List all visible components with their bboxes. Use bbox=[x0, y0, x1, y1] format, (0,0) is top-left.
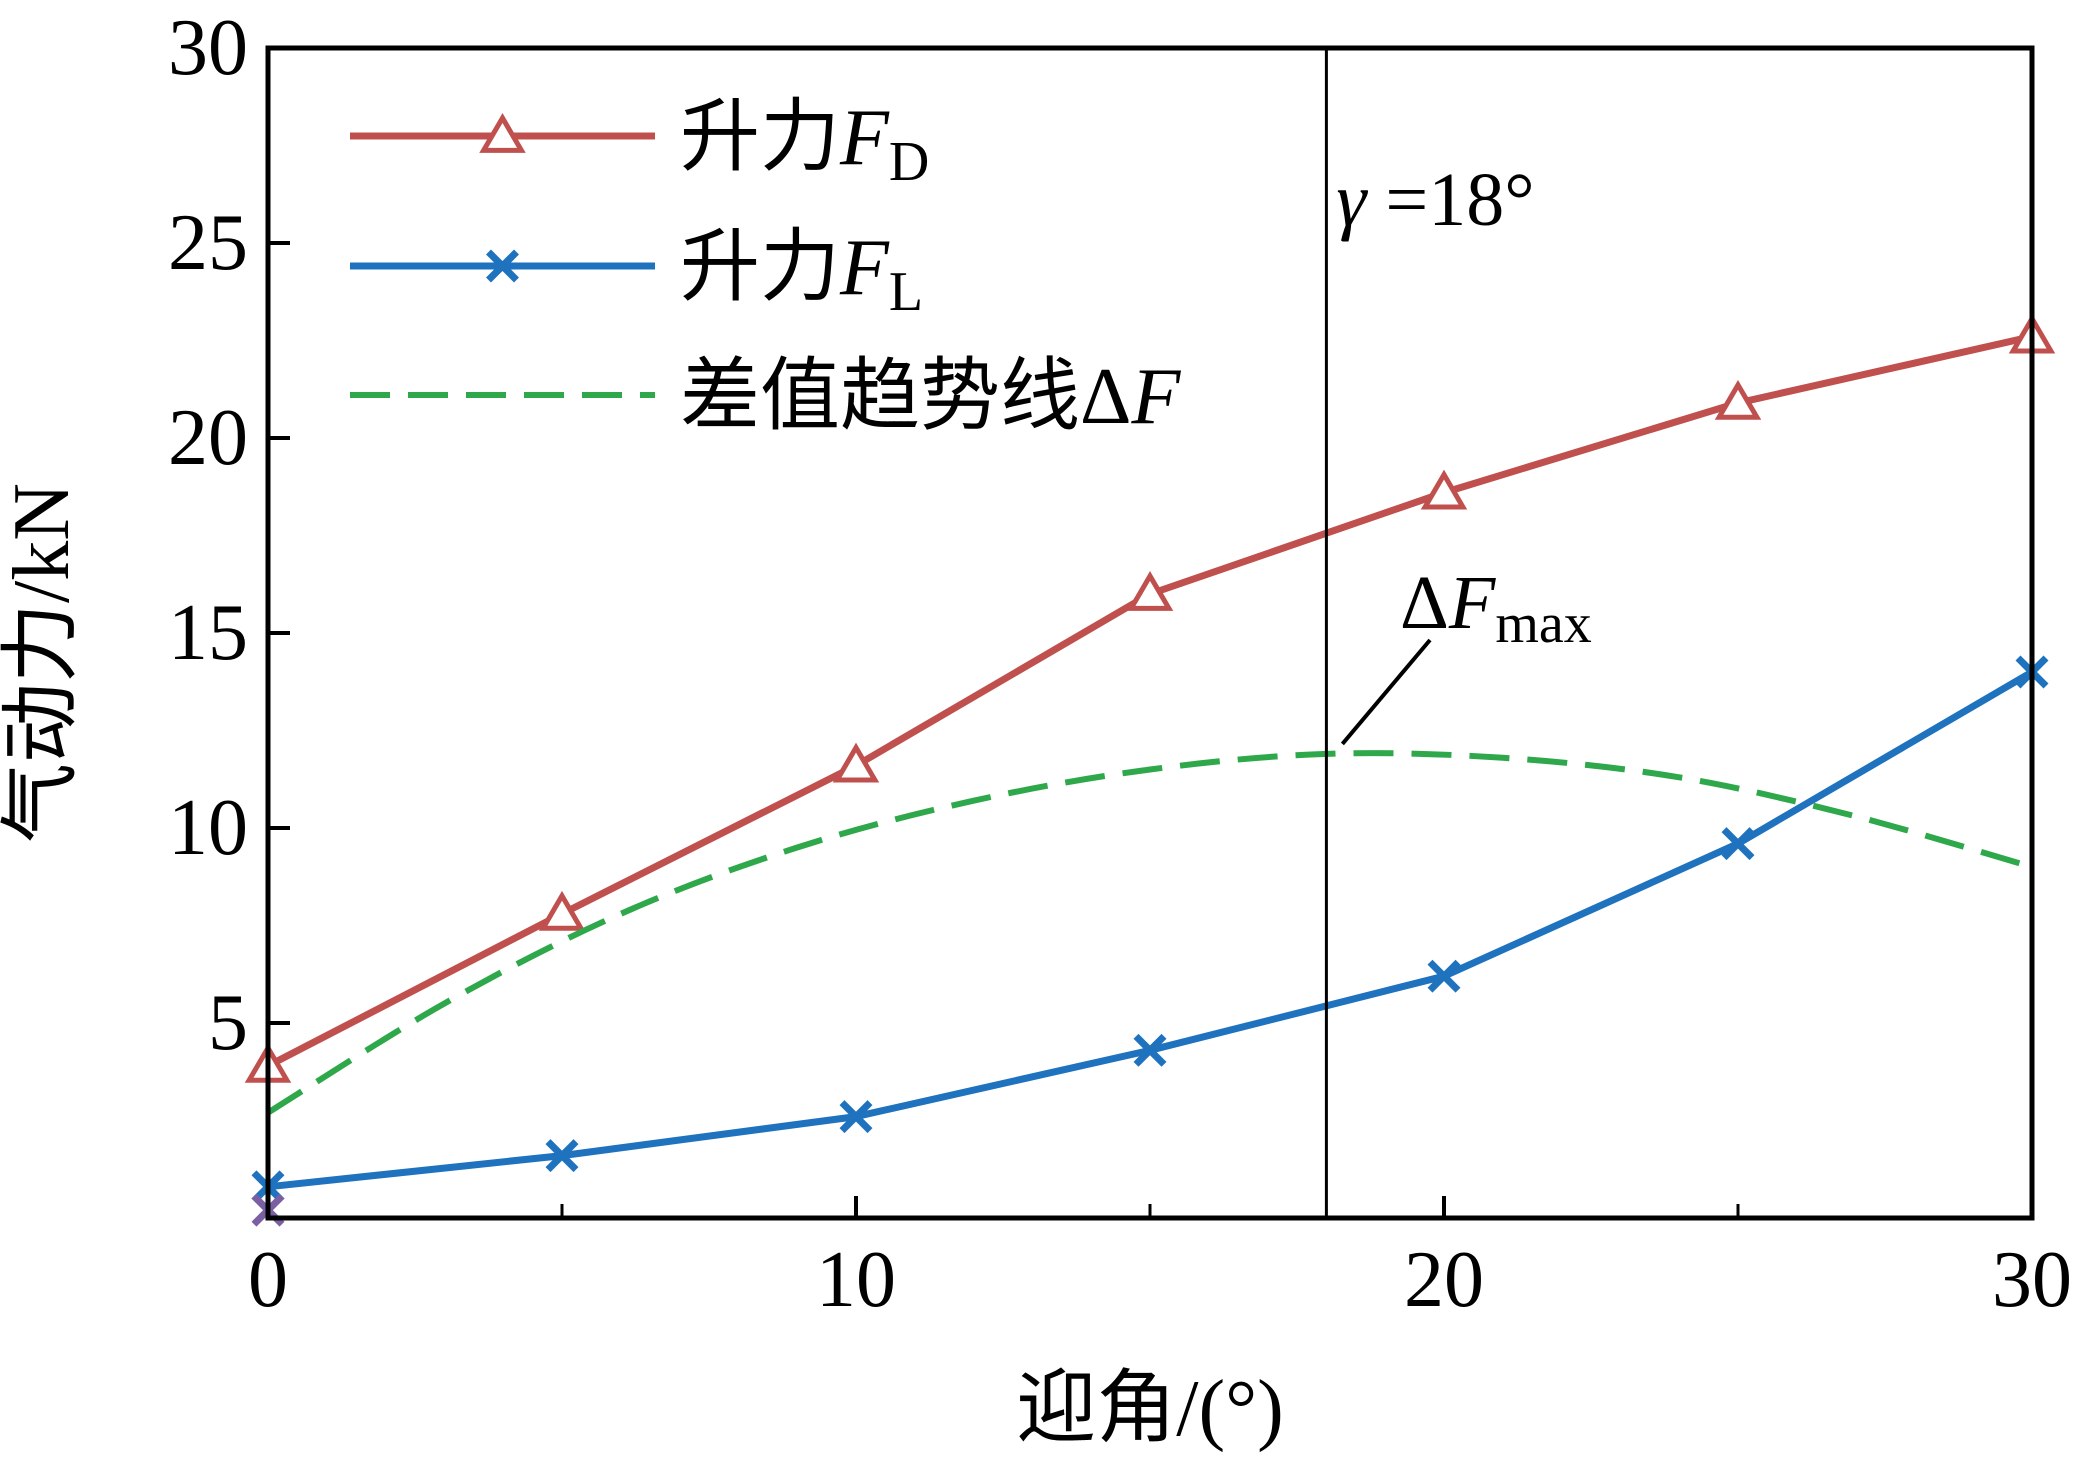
x-marker bbox=[1427, 959, 1461, 993]
triangle-marker bbox=[479, 113, 526, 153]
legend-label: 升力FD bbox=[680, 94, 929, 193]
legend-label-sub: L bbox=[889, 261, 923, 323]
ticks-layer bbox=[266, 46, 2034, 1218]
x-tick-label: 0 bbox=[248, 1236, 288, 1324]
series-2 bbox=[251, 655, 2049, 1204]
legend-label: 差值趋势线ΔF bbox=[680, 353, 1181, 441]
x-marker bbox=[1721, 827, 1755, 861]
plot-frame bbox=[265, 45, 2035, 1221]
gamma-symbol: γ bbox=[1336, 158, 1368, 242]
delta-f-max-prefix: Δ bbox=[1400, 561, 1449, 645]
triangle-marker bbox=[538, 890, 586, 931]
y-tick-label: 20 bbox=[168, 394, 248, 482]
y-tick-label: 10 bbox=[168, 784, 248, 872]
x-axis-title: 迎角/(°) bbox=[1016, 1365, 1284, 1453]
x-marker bbox=[1133, 1033, 1167, 1067]
x-marker bbox=[486, 249, 519, 283]
triangle-marker bbox=[1126, 571, 1174, 611]
legend-label-main: 升力 bbox=[680, 94, 840, 182]
legend-label-main: 差值趋势线Δ bbox=[680, 353, 1131, 441]
y-axis-title: 气动力/kN bbox=[0, 483, 86, 843]
series-3 bbox=[266, 750, 2033, 1116]
delta-f-max-label: ΔFmax bbox=[1400, 561, 1592, 655]
legend-label-italic: F bbox=[839, 94, 890, 182]
legend-label: 升力FL bbox=[680, 224, 923, 323]
legend-label-sub: D bbox=[889, 131, 929, 193]
legend-label-italic: F bbox=[1130, 353, 1181, 441]
x-tick-label: 10 bbox=[816, 1236, 896, 1324]
series-layer bbox=[244, 313, 2056, 1227]
y-tick-label: 5 bbox=[208, 979, 248, 1067]
delta-f-max-sub: max bbox=[1495, 593, 1591, 655]
triangle-marker bbox=[832, 742, 880, 783]
legend-item-3: 差值趋势线ΔF bbox=[350, 353, 1181, 441]
x-marker bbox=[839, 1100, 873, 1134]
legend-label-italic: F bbox=[839, 224, 890, 312]
x-tick-label: 20 bbox=[1404, 1236, 1484, 1324]
legend-label-main: 升力 bbox=[680, 224, 840, 312]
x-tick-label: 30 bbox=[1992, 1236, 2072, 1324]
triangle-marker bbox=[1420, 469, 1468, 510]
legend-item-1: 升力FD bbox=[350, 94, 929, 193]
series-1 bbox=[244, 313, 2056, 1083]
delta-f-max-leader bbox=[1340, 638, 1432, 746]
y-tick-label: 30 bbox=[168, 4, 248, 92]
legend-item-2: 升力FL bbox=[350, 224, 923, 323]
x-marker bbox=[545, 1139, 579, 1173]
triangle-marker bbox=[1714, 379, 1762, 420]
y-tick-label: 25 bbox=[168, 199, 248, 287]
series-line-dashed bbox=[266, 750, 2033, 1116]
tick-labels-layer: 0 10 20 30 30 25 20 15 10 5 bbox=[168, 4, 2072, 1324]
annotation-layer bbox=[1324, 48, 1432, 1218]
y-tick-label: 15 bbox=[168, 589, 248, 677]
delta-f-max-italic: F bbox=[1448, 561, 1497, 645]
gamma-label: γ =18° bbox=[1336, 158, 1534, 242]
gamma-value: =18° bbox=[1366, 158, 1534, 242]
